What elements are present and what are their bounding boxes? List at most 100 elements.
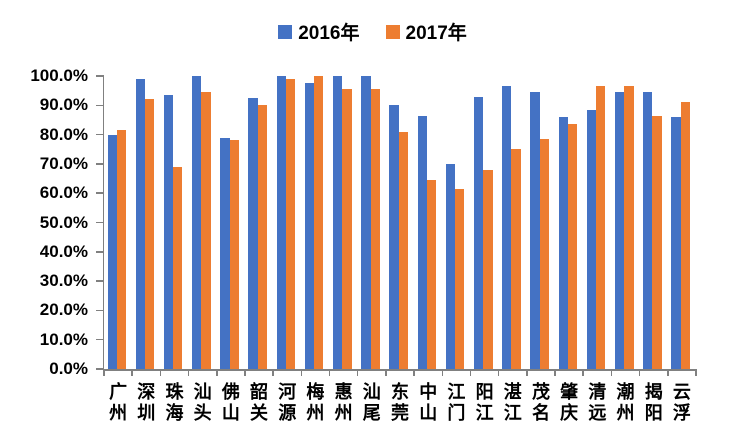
y-axis-label: 80.0% [39,124,88,144]
bar-2017-14 [511,149,521,369]
x-axis-label: 茂名 [531,382,550,423]
y-tick [95,104,104,107]
x-axis-label: 广州 [109,382,128,423]
y-tick [95,133,104,136]
x-axis-label: 珠海 [165,382,184,423]
bar-2017-8 [342,89,352,369]
bar-2016-12 [445,163,456,369]
x-axis-label: 河源 [278,382,297,423]
y-axis-label: 0.0% [49,359,88,378]
bar-2017-19 [652,115,662,369]
bar-2017-9 [370,89,380,369]
y-axis-label: 60.0% [39,183,88,203]
x-axis-label: 汕尾 [362,382,381,423]
y-tick [95,280,104,282]
x-tick [497,369,500,376]
bar-2016-15 [530,92,540,369]
y-tick [95,221,104,224]
x-axis-label: 佛山 [221,382,240,423]
x-tick [554,369,556,376]
y-tick [95,309,104,312]
x-tick [103,369,105,376]
y-tick [95,338,104,341]
chart-legend: 2016年 2017年 [0,18,745,45]
x-tick [131,369,133,376]
x-tick [385,369,387,376]
x-axis-label: 清远 [588,382,607,423]
bar-2017-0 [116,130,127,369]
y-axis-label: 70.0% [39,153,88,173]
x-tick [187,369,190,376]
legend-label-2017: 2017年 [405,23,467,44]
bar-2017-1 [144,99,155,369]
x-tick [526,369,528,376]
bar-2017-15 [539,138,549,369]
bar-2017-4 [229,140,239,369]
y-axis-label: 50.0% [39,212,88,232]
bar-2017-6 [285,78,296,369]
bar-2016-0 [107,134,117,369]
bar-2016-6 [276,76,286,369]
bar-2016-10 [389,105,399,369]
bar-2016-4 [220,137,230,369]
x-tick [159,369,162,376]
x-tick [441,369,444,376]
bar-2016-1 [135,78,145,369]
bar-2017-17 [596,86,606,369]
x-axis-label: 揭阳 [644,382,663,423]
bar-2016-19 [643,92,653,369]
bar-2017-20 [680,102,690,369]
bar-2016-17 [586,109,597,369]
y-axis-label: 10.0% [39,329,88,349]
x-tick [667,369,669,376]
x-axis-label: 云浮 [672,382,691,423]
y-tick [95,163,104,165]
x-tick [582,369,584,376]
x-axis-label: 韶关 [250,382,269,423]
x-axis-label: 肇庆 [560,382,579,423]
y-tick [95,75,104,77]
y-axis-label: 40.0% [39,241,88,261]
bar-2017-12 [455,188,465,369]
bar-2016-7 [304,83,315,369]
bar-2016-3 [192,76,202,369]
y-axis-line [102,76,104,371]
x-axis-label: 汕头 [193,382,212,423]
x-tick [272,369,274,376]
x-axis-label: 阳江 [475,382,494,423]
bar-2017-13 [483,169,493,369]
bar-2016-5 [248,97,258,369]
x-axis-label: 湛江 [503,382,522,423]
bar-2017-18 [624,86,634,369]
x-tick [695,369,697,376]
y-tick [95,192,104,194]
x-axis-label: 惠州 [334,382,353,423]
bar-2016-20 [671,117,681,369]
bar-2016-9 [361,76,371,369]
y-axis-label: 90.0% [39,95,88,115]
x-tick [638,369,641,376]
bar-2016-13 [473,96,484,369]
bar-2017-5 [257,105,268,369]
x-axis-label: 江门 [447,382,466,423]
y-tick [95,368,104,370]
legend-label-2016: 2016年 [298,23,360,44]
bar-2016-11 [417,115,427,369]
bar-2017-16 [567,124,578,369]
x-tick [469,369,472,376]
bar-2016-2 [163,95,174,369]
x-axis-label: 潮州 [616,382,635,423]
x-tick [413,369,415,376]
legend-swatch-2017 [385,24,400,39]
x-axis-label: 东莞 [391,382,409,423]
x-axis-line [102,369,696,371]
x-tick [216,369,218,376]
bar-2017-2 [173,166,183,369]
bar-2016-8 [333,76,343,369]
x-axis-label: 梅州 [306,382,325,423]
legend-item-2017: 2017年 [385,18,467,45]
bar-2016-18 [614,92,625,369]
bar-2017-3 [201,92,211,369]
y-axis-label: 20.0% [39,300,88,320]
